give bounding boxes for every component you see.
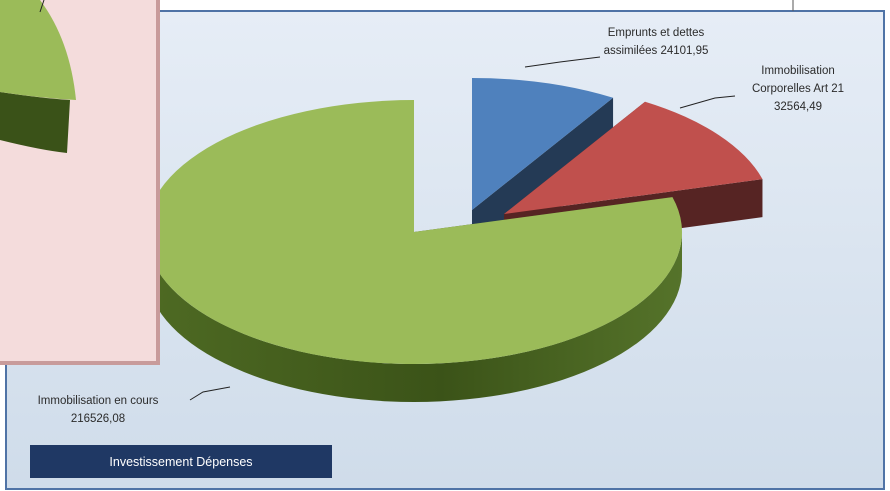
slice-label-red-line-2: 32564,49	[774, 101, 822, 113]
overlay-panel	[0, 0, 160, 365]
slice-label-red: Immobilisation Corporelles Art 21 32564,49	[752, 65, 844, 113]
overlay-pie-fragment-top	[0, 0, 76, 100]
pie-slice-red-top	[504, 101, 763, 214]
slice-label-green-line-0: Immobilisation en cours	[38, 395, 159, 407]
pie-slice-green	[145, 100, 683, 402]
slice-label-blue-line-1: assimilées 24101,95	[604, 45, 709, 57]
slice-label-blue: Emprunts et dettes assimilées 24101,95	[604, 27, 709, 57]
slice-label-red-line-0: Immobilisation	[761, 65, 835, 77]
leader-line-red	[679, 95, 736, 109]
overlay-pie-fragment-side	[0, 92, 70, 153]
pie-slice-blue	[472, 78, 614, 248]
overlay-leader-line	[39, 0, 45, 13]
pie-slice-blue-top	[472, 78, 614, 210]
leader-line-blue	[524, 56, 601, 68]
legend-label: Investissement Dépenses	[109, 455, 252, 469]
slice-label-red-line-1: Corporelles Art 21	[752, 83, 844, 95]
pie-chart	[145, 78, 763, 402]
slice-label-green: Immobilisation en cours 216526,08	[38, 395, 159, 425]
pie-slice-blue-cut-1	[472, 97, 614, 248]
pie-slice-green-side	[146, 232, 682, 402]
legend-box	[30, 445, 332, 478]
slice-label-green-line-1: 216526,08	[71, 413, 125, 425]
slice-label-blue-line-0: Emprunts et dettes	[608, 27, 705, 39]
pie-slice-green-top	[145, 100, 683, 364]
leader-line-green	[189, 386, 231, 401]
